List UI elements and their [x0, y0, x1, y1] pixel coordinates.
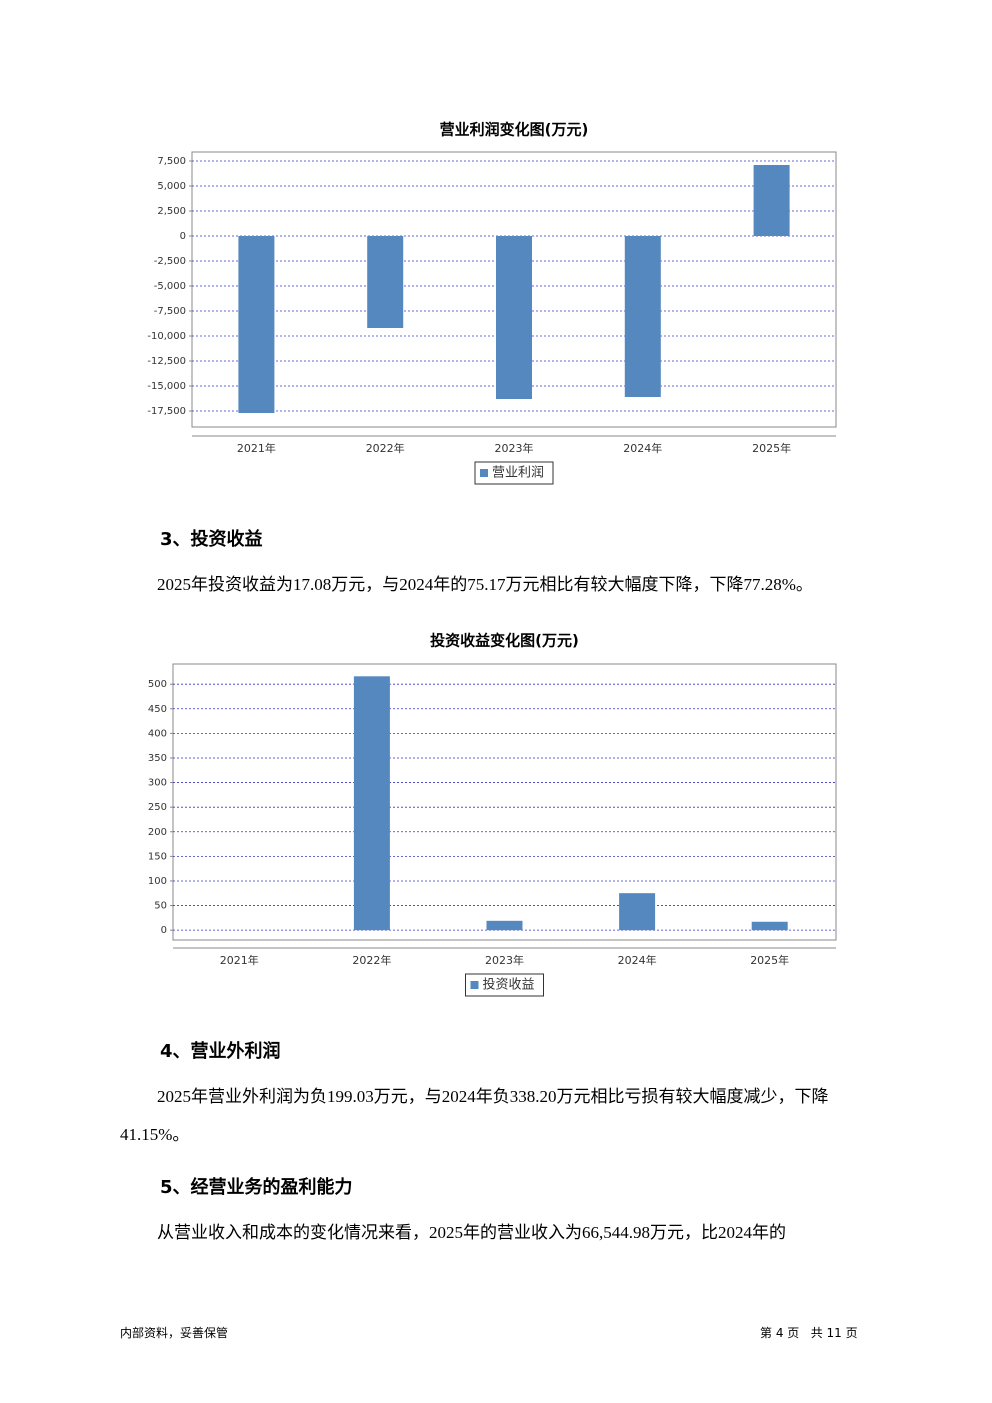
y-tick-label: 100: [148, 876, 167, 887]
y-tick-label: -2,500: [154, 256, 186, 267]
legend-swatch: [480, 469, 488, 477]
plot-area: [172, 663, 837, 941]
footer-right: 第 4 页 共 11 页: [760, 1326, 858, 1340]
legend-box: [465, 973, 544, 997]
bar: [496, 236, 532, 399]
x-tick-label: 2024年: [618, 953, 657, 967]
y-tick-label: 200: [148, 827, 167, 838]
x-tick-label: 2022年: [352, 953, 391, 967]
y-tick-label: 500: [148, 679, 167, 690]
y-tick-label: 7,500: [157, 156, 186, 167]
bar: [753, 165, 790, 236]
legend-label: 投资收益: [483, 977, 535, 993]
y-tick-label: 450: [148, 704, 167, 715]
bar: [751, 921, 788, 931]
y-tick-label: -10,000: [147, 331, 186, 342]
bar: [367, 236, 404, 328]
paragraph: 2025年投资收益为17.08万元，与2024年的75.17万元相比有较大幅度下…: [157, 575, 813, 594]
bar: [353, 676, 390, 931]
x-tick-label: 2023年: [485, 953, 524, 967]
y-tick-label: 50: [154, 901, 167, 912]
paragraph: 从营业收入和成本的变化情况来看，2025年的营业收入为66,544.98万元，比…: [157, 1223, 786, 1242]
chart-title: 营业利润变化图(万元): [440, 121, 589, 139]
heading: 5、经营业务的盈利能力: [160, 1177, 353, 1198]
paragraph: 2025年营业外利润为负199.03万元，与2024年负338.20万元相比亏损…: [120, 1087, 829, 1144]
y-tick-label: 0: [161, 925, 167, 936]
y-tick-label: 400: [148, 728, 167, 739]
y-tick-label: 350: [148, 753, 167, 764]
x-tick-label: 2025年: [750, 953, 789, 967]
bar: [238, 236, 275, 413]
legend-swatch: [470, 981, 479, 989]
y-tick-label: -7,500: [154, 306, 186, 317]
bar: [486, 920, 523, 931]
x-tick-label: 2024年: [623, 441, 662, 455]
y-tick-label: -5,000: [154, 281, 186, 292]
y-tick-label: 150: [148, 851, 167, 862]
y-tick-label: 300: [148, 778, 167, 789]
y-tick-label: 0: [180, 231, 186, 242]
plot-area: [191, 151, 837, 428]
y-tick-label: -15,000: [147, 381, 186, 392]
legend-label: 营业利润: [492, 466, 544, 481]
bar: [619, 893, 656, 931]
y-tick-label: 250: [148, 802, 167, 813]
x-tick-label: 2023年: [495, 441, 534, 455]
x-tick-label: 2021年: [220, 953, 259, 967]
footer-left: 内部资料，妥善保管: [120, 1326, 229, 1340]
bar: [624, 236, 661, 397]
x-tick-label: 2025年: [752, 441, 791, 455]
y-tick-label: 2,500: [157, 206, 186, 217]
x-tick-label: 2022年: [366, 441, 405, 455]
heading: 3、投资收益: [160, 529, 263, 550]
chart-title: 投资收益变化图(万元): [430, 632, 579, 650]
x-tick-label: 2021年: [237, 441, 276, 455]
y-tick-label: -17,500: [147, 406, 186, 417]
legend-box: [474, 461, 554, 485]
heading: 4、营业外利润: [160, 1041, 281, 1062]
y-tick-label: 5,000: [157, 181, 186, 192]
y-tick-label: -12,500: [147, 356, 186, 367]
